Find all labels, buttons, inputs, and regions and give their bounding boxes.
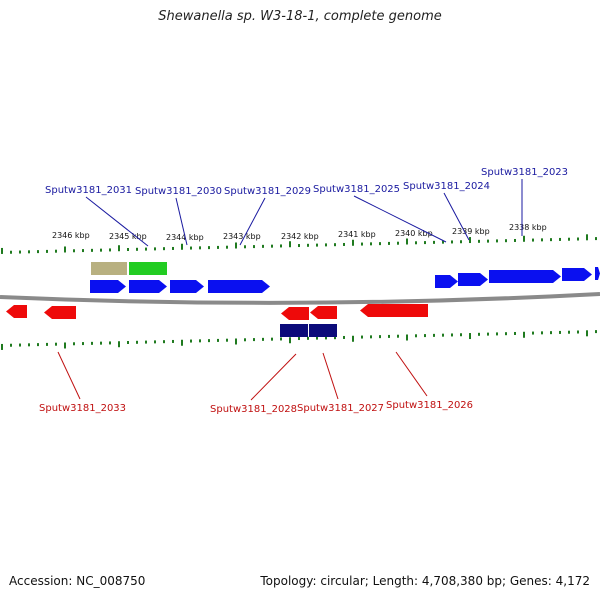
navy-feature-block: [280, 324, 308, 337]
forward-gene-arrow: [458, 273, 488, 286]
forward-gene-arrow: [435, 275, 458, 288]
forward-leader-line: [443, 192, 470, 241]
forward-gene-label: Sputw3181_2025: [313, 184, 400, 195]
green-feature-block: [129, 262, 167, 275]
scale-label: 2338 kbp: [509, 223, 547, 232]
scale-label: 2339 kbp: [452, 227, 490, 236]
forward-gene-label: Sputw3181_2029: [224, 186, 311, 197]
reverse-gene-label: Sputw3181_2026: [386, 400, 473, 411]
scale-label: 2341 kbp: [338, 230, 376, 239]
forward-gene-arrow: [208, 280, 270, 293]
inner-tick-ring: [1, 330, 597, 350]
reverse-gene-arrow: [310, 306, 337, 319]
forward-gene-label: Sputw3181_2023: [481, 167, 568, 178]
reverse-leader-line: [322, 352, 339, 400]
forward-leader-line: [239, 197, 266, 246]
feature-track: [6, 262, 600, 337]
scale-label: 2345 kbp: [109, 232, 147, 241]
forward-leader-line: [353, 195, 447, 243]
forward-leader-line: [175, 197, 188, 246]
gene-callouts: Sputw3181_2031 Sputw3181_2030 Sputw3181_20…: [39, 167, 568, 415]
scale-label: 2340 kbp: [395, 229, 433, 238]
forward-gene-label: Sputw3181_2030: [135, 186, 222, 197]
forward-gene-label: Sputw3181_2024: [403, 181, 490, 192]
accession-text: Accession: NC_008750: [9, 574, 146, 588]
reverse-leader-line: [395, 351, 428, 397]
forward-gene-arrow: [489, 270, 561, 283]
reverse-leader-line: [250, 353, 297, 401]
olive-feature-block: [91, 262, 127, 275]
navy-feature-block: [309, 324, 337, 337]
scale-label: 2346 kbp: [52, 231, 90, 240]
reverse-gene-label: Sputw3181_2027: [297, 403, 384, 414]
scale-label: 2343 kbp: [223, 232, 261, 241]
map-title: Shewanella sp. W3-18-1, complete genome: [158, 9, 442, 24]
forward-gene-arrow: [90, 280, 126, 293]
reverse-gene-arrow: [44, 306, 76, 319]
forward-gene-arrow: [595, 267, 600, 280]
reverse-gene-arrow: [281, 307, 309, 320]
scale-labels: 2346 kbp 2345 kbp 2344 kbp 2343 kbp 2342 kbp…: [52, 223, 547, 242]
genome-summary-text: Topology: circular; Length: 4,708,380 bp…: [260, 574, 590, 588]
forward-gene-label: Sputw3181_2031: [45, 185, 132, 196]
reverse-leader-line: [57, 351, 81, 400]
forward-gene-arrow: [562, 268, 592, 281]
genome-backbone: [0, 292, 600, 305]
forward-gene-arrow: [129, 280, 167, 293]
reverse-gene-label: Sputw3181_2033: [39, 403, 126, 414]
scale-label: 2342 kbp: [281, 232, 319, 241]
forward-gene-arrow: [170, 280, 204, 293]
reverse-gene-arrow: [360, 304, 428, 317]
reverse-gene-arrow: [6, 305, 27, 318]
outer-tick-ring: [1, 234, 597, 254]
forward-leader-line: [85, 196, 149, 247]
reverse-gene-label: Sputw3181_2028: [210, 404, 297, 415]
